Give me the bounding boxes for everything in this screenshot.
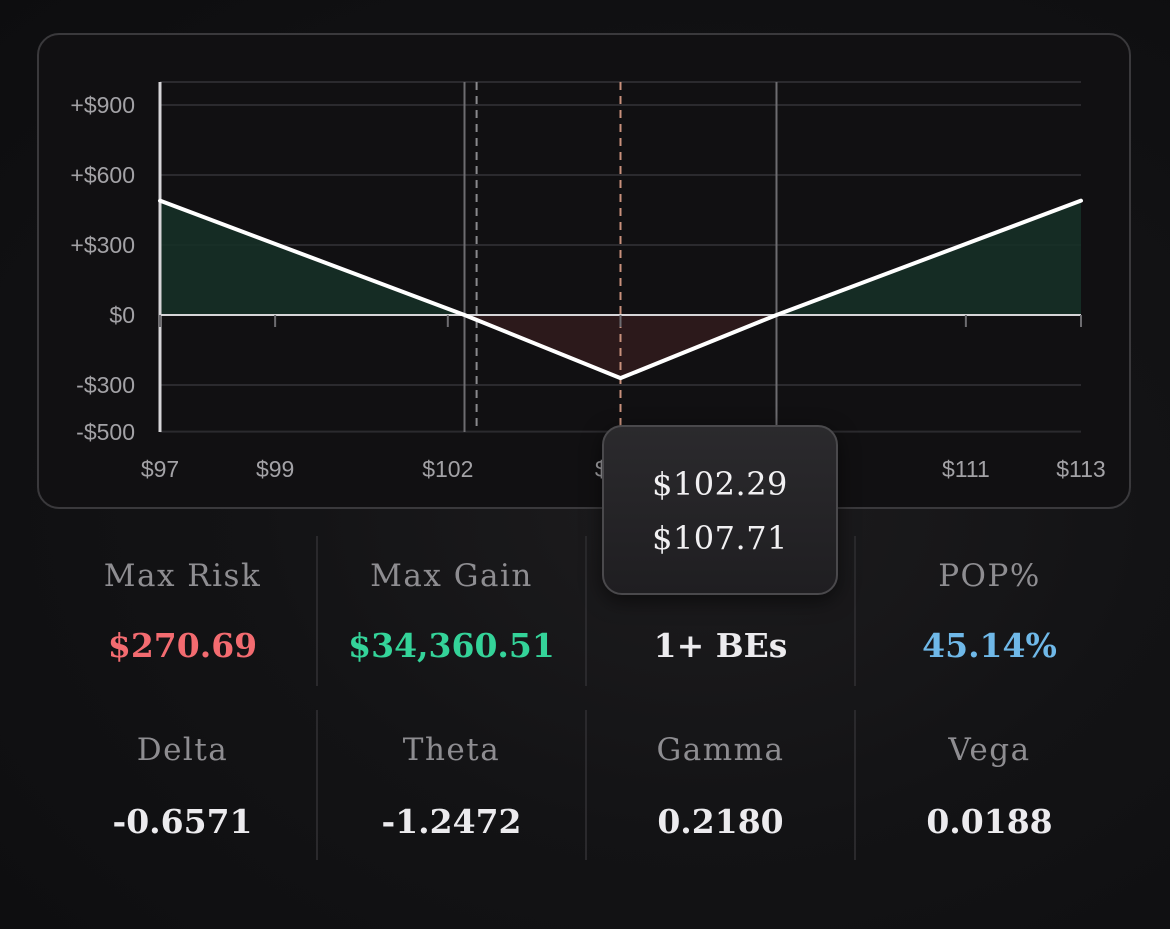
- greeks-divider: [585, 710, 587, 860]
- stats-divider: [585, 536, 587, 686]
- max-risk-value: $270.69: [107, 626, 258, 665]
- y-tick-label: -$300: [76, 372, 135, 398]
- x-tick-label: $102: [422, 456, 473, 482]
- tooltip-breakeven-upper: $107.71: [652, 519, 788, 557]
- gamma-value: 0.2180: [657, 802, 784, 841]
- y-tick-label: +$600: [70, 162, 135, 188]
- pop-value: 45.14%: [922, 626, 1057, 665]
- x-tick-label: $111: [942, 456, 990, 482]
- pop-label: POP%: [938, 558, 1041, 594]
- loss-area: [464, 315, 777, 379]
- theta-value: -1.2472: [381, 802, 522, 841]
- breakevens-stat[interactable]: 1+ BEs: [586, 536, 855, 686]
- theta-stat: Theta -1.2472: [317, 710, 586, 860]
- pop-stat[interactable]: POP% 45.14%: [855, 536, 1124, 686]
- delta-value: -0.6571: [112, 802, 253, 841]
- vega-label: Vega: [948, 732, 1031, 768]
- stats-divider: [316, 536, 318, 686]
- delta-stat: Delta -0.6571: [48, 710, 317, 860]
- y-tick-label: +$300: [70, 232, 135, 258]
- max-gain-stat[interactable]: Max Gain $34,360.51: [317, 536, 586, 686]
- pnl-chart[interactable]: +$900 +$600 +$300 $0 -$300 -$500$97 $99 $102 $10…: [0, 0, 1170, 520]
- gamma-stat: Gamma 0.2180: [586, 710, 855, 860]
- y-tick-label: $0: [109, 302, 135, 328]
- greeks-divider: [854, 710, 856, 860]
- y-tick-label: +$900: [70, 92, 135, 118]
- breakevens-value: 1+ BEs: [653, 626, 788, 665]
- stats-divider: [854, 536, 856, 686]
- vega-value: 0.0188: [926, 802, 1053, 841]
- max-gain-label: Max Gain: [370, 558, 533, 594]
- tooltip-breakeven-lower: $102.29: [652, 465, 788, 503]
- delta-label: Delta: [136, 732, 229, 768]
- x-tick-label: $113: [1056, 456, 1105, 482]
- y-tick-label: -$500: [76, 419, 135, 445]
- max-gain-value: $34,360.51: [348, 626, 555, 665]
- payoff-line: [158, 198, 1083, 381]
- greeks-divider: [316, 710, 318, 860]
- x-tick-label: $97: [141, 456, 179, 482]
- x-tick-label: $99: [256, 456, 294, 482]
- breakeven-tooltip: $102.29 $107.71: [602, 425, 838, 595]
- max-risk-label: Max Risk: [103, 558, 262, 594]
- vega-stat: Vega 0.0188: [855, 710, 1124, 860]
- theta-label: Theta: [402, 732, 501, 768]
- max-risk-stat[interactable]: Max Risk $270.69: [48, 536, 317, 686]
- stats-grid: Max Risk $270.69 Max Gain $34,360.51 1+ …: [48, 536, 1124, 861]
- gamma-label: Gamma: [656, 732, 785, 768]
